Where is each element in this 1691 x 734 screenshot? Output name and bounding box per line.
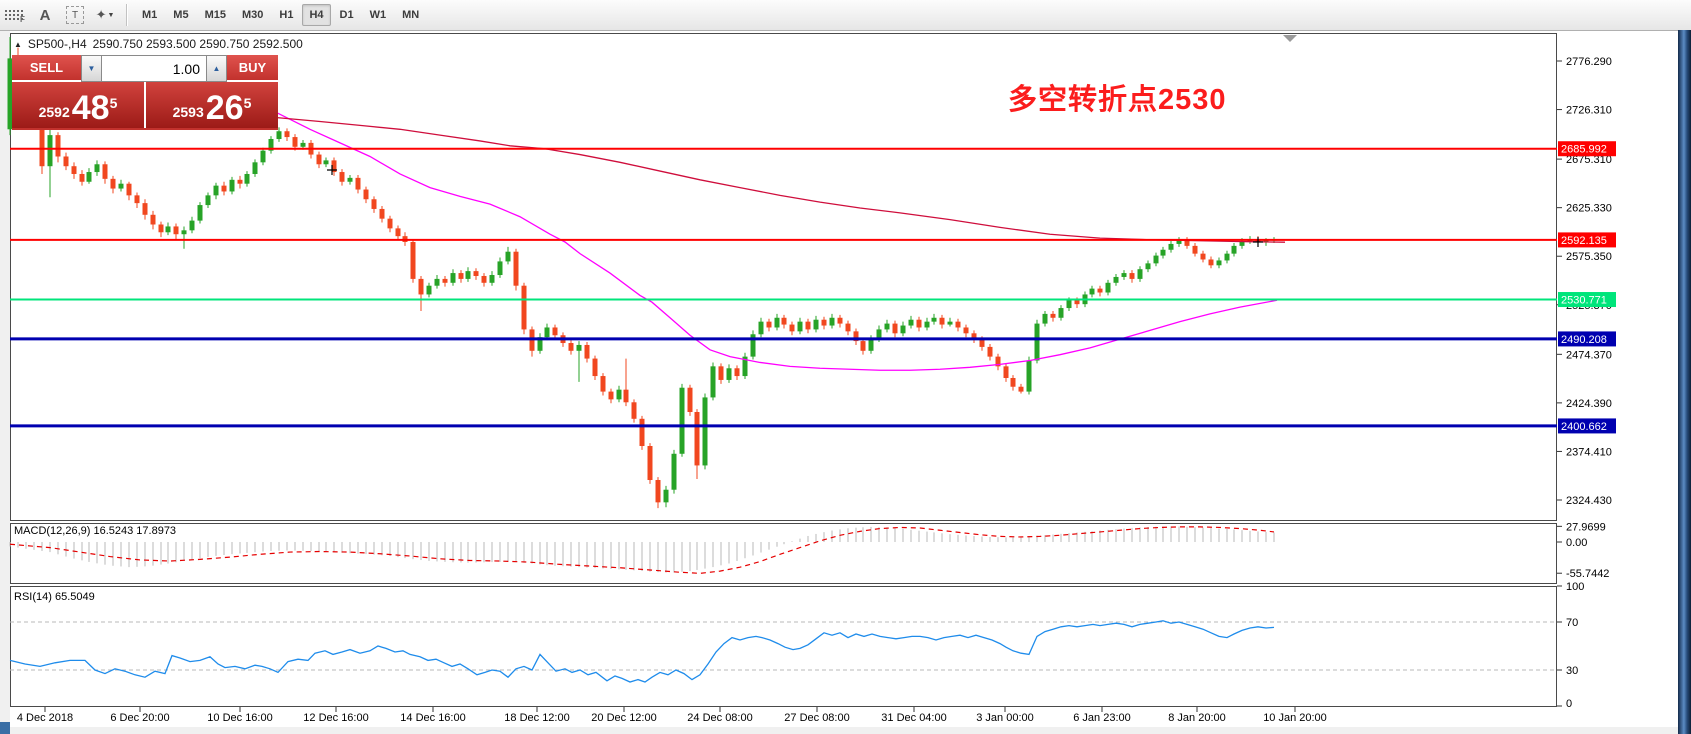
- trade-prices-row: 2592 48 5 2593 26 5: [12, 82, 278, 128]
- timeframe-button-M5[interactable]: M5: [166, 4, 195, 26]
- toolbar: F A T ✦ ▼ M1 M5 M15 M30 H1 H4 D1 W1 MN: [0, 0, 1691, 31]
- rsi-label: RSI(14) 65.5049: [14, 591, 95, 603]
- svg-text:14 Dec 16:00: 14 Dec 16:00: [400, 712, 465, 724]
- window-edge-strip: [1678, 30, 1691, 734]
- svg-text:2625.330: 2625.330: [1566, 203, 1612, 215]
- macd-label: MACD(12,26,9) 16.5243 17.8973: [14, 525, 176, 537]
- svg-text:18 Dec 12:00: 18 Dec 12:00: [504, 712, 569, 724]
- rsi-pane: 100 70 30 0 RSI(14) 65.5049: [9, 581, 1584, 710]
- svg-text:2685.992: 2685.992: [1561, 144, 1607, 156]
- svg-text:-55.7442: -55.7442: [1566, 568, 1609, 580]
- svg-text:0.00: 0.00: [1566, 537, 1587, 549]
- symbol-title: SP500-,H4: [27, 37, 87, 51]
- sell-price-sup: 5: [109, 95, 118, 111]
- time-axis[interactable]: 4 Dec 2018 6 Dec 20:00 10 Dec 16:00 12 Dec …: [17, 707, 1327, 724]
- price-axis[interactable]: 2776.290 2726.310 2675.310 2625.330 2575.350…: [1557, 56, 1616, 507]
- timeframe-button-M15[interactable]: M15: [198, 4, 233, 26]
- sell-price-display[interactable]: 2592 48 5: [12, 82, 146, 128]
- timeframe-button-D1[interactable]: D1: [333, 4, 361, 26]
- volume-input[interactable]: [102, 55, 206, 82]
- macd-signal-line: [9, 526, 1275, 574]
- svg-text:2726.310: 2726.310: [1566, 105, 1612, 117]
- text-label-icon[interactable]: A: [39, 6, 51, 24]
- fibonacci-lines-glyph: [5, 8, 24, 22]
- candles: [7, 37, 1277, 509]
- buy-price-sup: 5: [243, 95, 252, 111]
- svg-text:20 Dec 12:00: 20 Dec 12:00: [591, 712, 656, 724]
- buy-price-prefix: 2593: [172, 104, 204, 120]
- svg-text:70: 70: [1566, 617, 1578, 629]
- timeframe-button-M30[interactable]: M30: [235, 4, 270, 26]
- svg-text:2592.135: 2592.135: [1561, 235, 1607, 247]
- svg-text:30: 30: [1566, 665, 1578, 677]
- sell-price-big: 48: [71, 89, 110, 127]
- sell-price-prefix: 2592: [38, 104, 70, 120]
- svg-text:2374.410: 2374.410: [1566, 446, 1612, 458]
- macd-pane: 27.9699 0.00 -55.7442 MACD(12,26,9) 16.5243…: [9, 521, 1609, 580]
- svg-text:8 Jan 20:00: 8 Jan 20:00: [1168, 712, 1226, 724]
- symbol-header: ▲ SP500-,H4 2590.750 2593.500 2590.750 2…: [14, 37, 303, 51]
- svg-text:27 Dec 08:00: 27 Dec 08:00: [784, 712, 849, 724]
- collapse-panel-arrow-icon[interactable]: ▲: [14, 39, 22, 49]
- buy-button[interactable]: BUY: [227, 55, 278, 82]
- rsi-line: [9, 620, 1275, 683]
- chart-shift-triangle-icon[interactable]: [1283, 35, 1297, 42]
- svg-text:2424.390: 2424.390: [1566, 398, 1612, 410]
- svg-text:6 Jan 23:00: 6 Jan 23:00: [1073, 712, 1131, 724]
- svg-text:12 Dec 16:00: 12 Dec 16:00: [303, 712, 368, 724]
- chart-text-annotation: 多空转折点2530: [1008, 84, 1227, 116]
- ma-slow-crimson: [276, 116, 1286, 243]
- text-box-icon[interactable]: T: [61, 2, 89, 28]
- main-price-pane: [7, 37, 1557, 509]
- price-cross-marker: [1253, 237, 1263, 247]
- trade-controls-row: SELL ▼ ▲ BUY: [12, 55, 278, 82]
- svg-text:2474.370: 2474.370: [1566, 349, 1612, 361]
- svg-text:2490.208: 2490.208: [1561, 334, 1607, 346]
- svg-text:2324.430: 2324.430: [1566, 495, 1612, 507]
- svg-text:2400.662: 2400.662: [1561, 421, 1607, 433]
- svg-text:4 Dec 2018: 4 Dec 2018: [17, 712, 73, 724]
- svg-text:10 Jan 20:00: 10 Jan 20:00: [1263, 712, 1327, 724]
- timeframe-button-H4[interactable]: H4: [302, 4, 331, 26]
- svg-text:2575.350: 2575.350: [1566, 251, 1612, 263]
- horizontal-line-objects[interactable]: [10, 147, 1557, 428]
- svg-text:2530.771: 2530.771: [1561, 295, 1607, 307]
- svg-text:2776.290: 2776.290: [1566, 56, 1612, 68]
- svg-text:0: 0: [1566, 698, 1572, 710]
- svg-text:100: 100: [1566, 581, 1584, 593]
- chevron-down-icon: ▼: [107, 11, 115, 19]
- timeframe-button-M1[interactable]: M1: [135, 4, 164, 26]
- shapes-tool-icon[interactable]: ✦ ▼: [95, 7, 115, 22]
- volume-up-button[interactable]: ▲: [206, 55, 227, 82]
- toolbar-separator: [126, 4, 128, 26]
- svg-text:27.9699: 27.9699: [1566, 521, 1606, 533]
- sell-button[interactable]: SELL: [12, 55, 81, 82]
- symbol-ohlc-values: 2590.750 2593.500 2590.750 2592.500: [92, 37, 303, 51]
- volume-dropdown-button[interactable]: ▼: [81, 55, 102, 82]
- svg-text:31 Dec 04:00: 31 Dec 04:00: [881, 712, 946, 724]
- svg-text:6 Dec 20:00: 6 Dec 20:00: [110, 712, 169, 724]
- svg-text:10 Dec 16:00: 10 Dec 16:00: [207, 712, 272, 724]
- svg-text:24 Dec 08:00: 24 Dec 08:00: [687, 712, 752, 724]
- macd-histogram: [9, 526, 1275, 573]
- one-click-trading-panel: SELL ▼ ▲ BUY 2592 48 5 2593 26 5: [12, 55, 278, 130]
- fibonacci-tool-icon[interactable]: F: [1, 2, 29, 28]
- timeframe-button-MN[interactable]: MN: [395, 4, 426, 26]
- timeframe-buttons: M1 M5 M15 M30 H1 H4 D1 W1 MN: [134, 4, 427, 26]
- ma-fast-magenta: [276, 112, 1278, 371]
- svg-text:2675.310: 2675.310: [1566, 154, 1612, 166]
- buy-price-big: 26: [205, 89, 244, 127]
- buy-price-display[interactable]: 2593 26 5: [146, 82, 278, 128]
- timeframe-button-W1[interactable]: W1: [363, 4, 394, 26]
- timeframe-button-H1[interactable]: H1: [272, 4, 300, 26]
- price-cross-marker: [327, 165, 337, 175]
- window-corner-chip: [0, 722, 10, 734]
- svg-text:3 Jan 00:00: 3 Jan 00:00: [976, 712, 1034, 724]
